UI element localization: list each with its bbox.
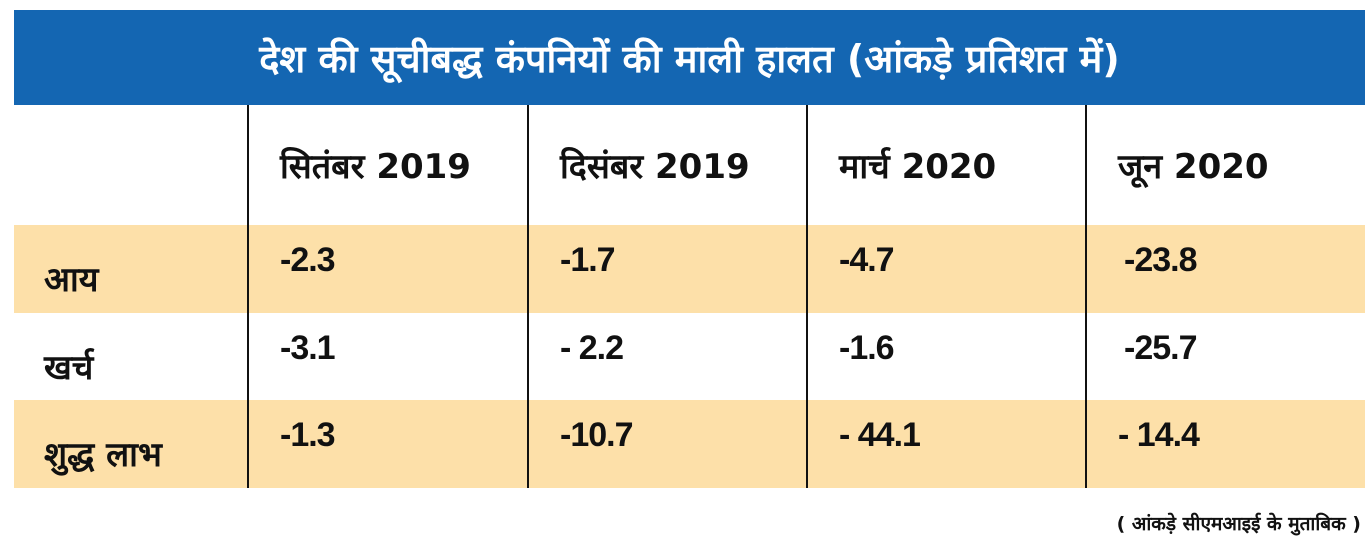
column-divider	[527, 105, 529, 488]
table-cell: -23.8	[1124, 241, 1198, 279]
table-row: खर्च -3.1 - 2.2 -1.6 -25.7	[14, 313, 1365, 400]
column-divider	[1085, 105, 1087, 488]
table-cell: - 2.2	[560, 329, 624, 367]
column-header: जून 2020	[1118, 147, 1269, 187]
column-header: सितंबर 2019	[280, 147, 471, 187]
table-cell: -3.1	[280, 329, 336, 367]
table-cell: - 14.4	[1118, 416, 1200, 454]
data-table: सितंबर 2019 दिसंबर 2019 मार्च 2020 जून 2…	[14, 105, 1365, 488]
table-cell: -10.7	[560, 416, 634, 454]
column-divider	[806, 105, 808, 488]
column-divider	[247, 105, 249, 488]
table-row: शुद्ध लाभ -1.3 -10.7 - 44.1 - 14.4	[14, 400, 1365, 488]
row-label: शुद्ध लाभ	[44, 435, 162, 475]
header-row: सितंबर 2019 दिसंबर 2019 मार्च 2020 जून 2…	[14, 105, 1365, 225]
table-cell: -1.6	[839, 329, 895, 367]
table-cell: - 44.1	[839, 416, 921, 454]
row-label: आय	[44, 260, 99, 300]
table-cell: -4.7	[839, 241, 895, 279]
table-cell: -1.3	[280, 416, 336, 454]
row-label: खर्च	[44, 348, 94, 388]
table-cell: -2.3	[280, 241, 336, 279]
table-cell: -1.7	[560, 241, 616, 279]
source-note: ( आंकड़े सीएमआइई के मुताबिक )	[1116, 513, 1361, 535]
table-row: आय -2.3 -1.7 -4.7 -23.8	[14, 225, 1365, 313]
column-header: दिसंबर 2019	[560, 147, 750, 187]
column-header: मार्च 2020	[839, 147, 997, 187]
table-cell: -25.7	[1124, 329, 1198, 367]
table-title: देश की सूचीबद्ध कंपनियों की माली हालत (आ…	[14, 10, 1365, 105]
